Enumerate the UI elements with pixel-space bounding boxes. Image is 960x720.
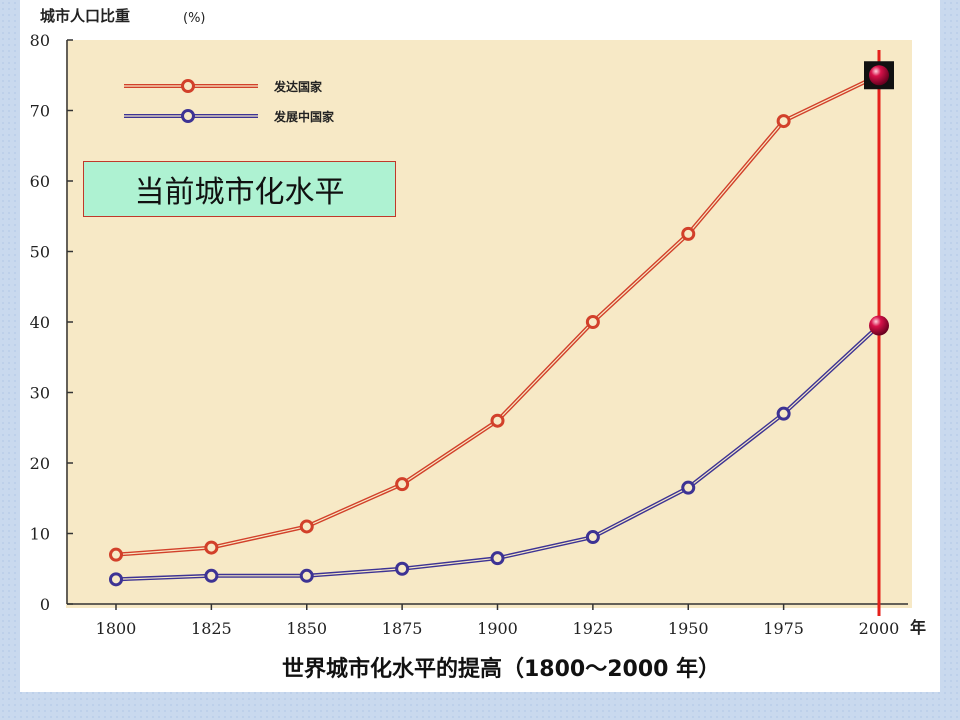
chart-caption: 世界城市化水平的提高（1800～2000 年） xyxy=(282,656,720,682)
data-point xyxy=(299,568,314,583)
x-tick-label: 1975 xyxy=(763,619,804,638)
data-point xyxy=(490,551,505,566)
legend-label: 发达国家 xyxy=(273,79,323,94)
x-tick-label: 1900 xyxy=(477,619,518,638)
x-tick-label: 1875 xyxy=(382,619,423,638)
highlight-marker xyxy=(869,315,889,336)
y-tick-label: 80 xyxy=(30,31,50,50)
data-point xyxy=(395,477,410,492)
x-tick-label: 1850 xyxy=(286,619,327,638)
x-tick-label: 1825 xyxy=(191,619,232,638)
data-point xyxy=(204,540,219,555)
data-point xyxy=(395,561,410,576)
data-point xyxy=(109,572,123,587)
x-axis-unit: 年 xyxy=(910,618,926,637)
y-tick-label: 30 xyxy=(30,384,50,403)
data-point xyxy=(109,547,123,562)
y-tick-label: 0 xyxy=(40,595,50,614)
series-developed xyxy=(109,73,880,562)
current-urbanization-callout: 当前城市化水平 xyxy=(83,161,396,217)
y-tick-label: 70 xyxy=(30,102,50,121)
highlight-marker xyxy=(869,65,889,86)
x-tick-label: 2000 xyxy=(859,619,900,638)
highlight-2000 xyxy=(864,50,894,616)
slide: 城市人口比重 (%) 0 10 20 30 40 50 60 70 80 1800 1825 185… xyxy=(20,0,940,692)
urbanization-chart: 城市人口比重 (%) 0 10 20 30 40 50 60 70 80 1800 1825 185… xyxy=(30,7,926,682)
data-point xyxy=(776,114,791,129)
data-point xyxy=(776,406,791,421)
y-axis-unit: (%) xyxy=(183,11,206,26)
y-tick-label: 50 xyxy=(30,243,50,262)
data-point xyxy=(585,315,600,329)
y-tick-label: 40 xyxy=(30,313,50,332)
x-tick-label: 1925 xyxy=(573,619,614,638)
x-tick-label: 1800 xyxy=(96,619,137,638)
y-tick-labels: 0 10 20 30 40 50 60 70 80 xyxy=(30,31,73,614)
legend-label: 发展中国家 xyxy=(273,109,335,124)
data-point xyxy=(299,519,314,534)
series-developing xyxy=(109,324,881,587)
data-point xyxy=(585,530,600,545)
data-point xyxy=(490,413,505,428)
legend-marker xyxy=(181,79,195,93)
data-point xyxy=(681,226,696,241)
legend-marker xyxy=(181,109,195,123)
y-axis-title: 城市人口比重 xyxy=(40,7,130,25)
data-point xyxy=(204,568,219,583)
y-tick-label: 10 xyxy=(30,525,50,544)
x-tick-labels: 1800 1825 1850 1875 1900 1925 1950 1975 2000 xyxy=(96,604,900,638)
data-point xyxy=(681,480,696,495)
y-tick-label: 60 xyxy=(30,172,50,191)
y-tick-label: 20 xyxy=(30,454,50,473)
series-lines xyxy=(109,73,881,587)
x-tick-label: 1950 xyxy=(668,619,709,638)
